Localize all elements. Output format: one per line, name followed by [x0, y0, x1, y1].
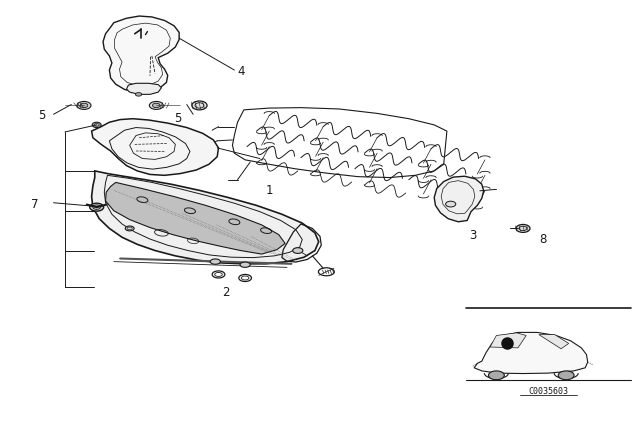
Ellipse shape: [445, 201, 456, 207]
Ellipse shape: [488, 371, 504, 380]
Ellipse shape: [90, 203, 104, 211]
Polygon shape: [92, 119, 218, 175]
Ellipse shape: [125, 226, 134, 231]
Text: 3: 3: [469, 228, 476, 241]
Polygon shape: [434, 176, 484, 222]
Ellipse shape: [77, 101, 91, 109]
Text: C0035603: C0035603: [529, 387, 568, 396]
Polygon shape: [103, 16, 179, 92]
Text: 7: 7: [31, 198, 39, 211]
Ellipse shape: [80, 103, 88, 108]
Ellipse shape: [136, 93, 141, 96]
Ellipse shape: [149, 101, 163, 109]
Text: 2: 2: [221, 286, 229, 299]
Polygon shape: [539, 335, 569, 349]
Ellipse shape: [240, 262, 250, 267]
Polygon shape: [127, 83, 161, 95]
Text: 5: 5: [174, 112, 182, 125]
Ellipse shape: [292, 248, 303, 254]
Ellipse shape: [558, 371, 574, 380]
Text: 5: 5: [38, 109, 45, 122]
Polygon shape: [92, 171, 319, 264]
Polygon shape: [490, 333, 526, 348]
Ellipse shape: [92, 122, 101, 128]
Ellipse shape: [192, 101, 207, 110]
Text: 4: 4: [237, 65, 245, 78]
Ellipse shape: [516, 224, 530, 233]
Ellipse shape: [152, 103, 160, 108]
Polygon shape: [474, 332, 588, 374]
Text: 8: 8: [539, 233, 547, 246]
Ellipse shape: [211, 259, 220, 264]
Polygon shape: [106, 182, 285, 254]
Text: 1: 1: [266, 184, 273, 197]
